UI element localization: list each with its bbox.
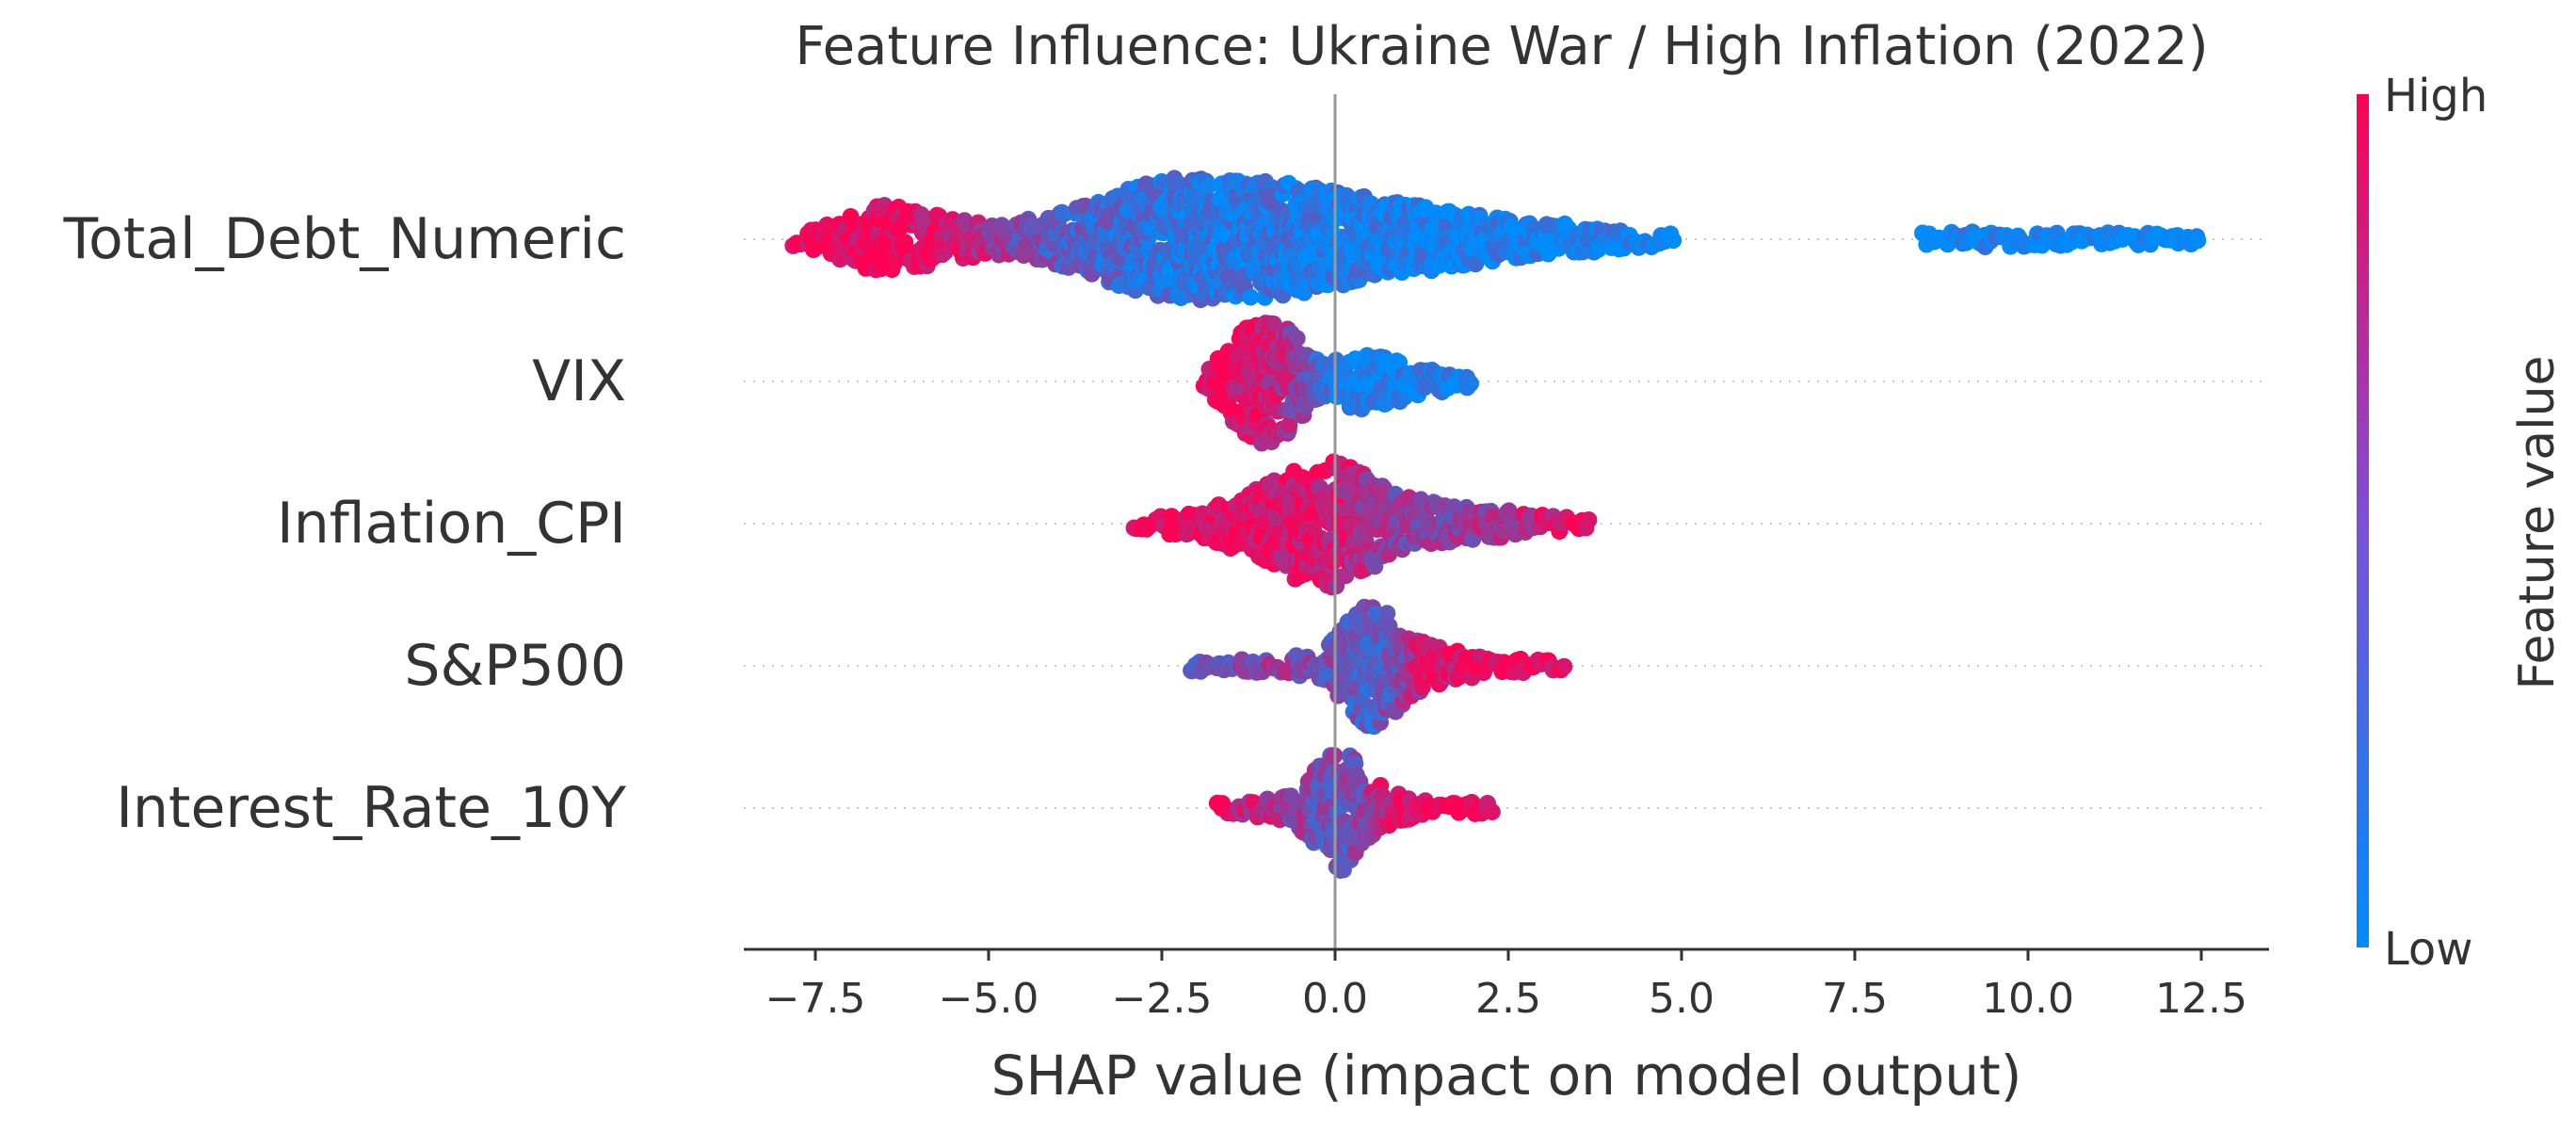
colorbar-gradient [2357, 94, 2369, 947]
x-tick-label: −2.5 [1112, 975, 1213, 1023]
x-tick-label: 7.5 [1822, 975, 1888, 1023]
feature-swarm [1195, 315, 1479, 452]
feature-swarm [1125, 453, 1598, 596]
shap-point [1391, 353, 1409, 371]
x-axis-label: SHAP value (impact on model output) [991, 1044, 2022, 1108]
feature-label: VIX [532, 348, 626, 414]
colorbar-title: Feature value [2509, 355, 2566, 689]
chart-title: Feature Influence: Ukraine War / High In… [795, 16, 2208, 77]
shap-point [1264, 316, 1282, 332]
colorbar-low-label: Low [2384, 923, 2473, 976]
feature-label: Inflation_CPI [277, 491, 626, 557]
feature-swarm [784, 170, 2207, 309]
x-tick-label: 12.5 [2155, 975, 2247, 1023]
x-tick-label: 0.0 [1302, 975, 1368, 1023]
shap-point [1199, 177, 1217, 195]
shap-point [1580, 511, 1598, 528]
shap-point [1483, 803, 1501, 820]
shap-point [2189, 232, 2207, 250]
shap-point [1665, 232, 1682, 250]
shap-point [1462, 375, 1479, 393]
feature-label: S&P500 [404, 633, 626, 699]
x-axis-ticks: −7.5 −5.0 −2.5 0.0 2.5 5.0 7.5 10.0 12.5 [765, 949, 2247, 1023]
x-tick-label: −5.0 [939, 975, 1039, 1023]
x-tick-label: 10.0 [1982, 975, 2074, 1023]
shap-point [1282, 787, 1300, 805]
shap-point [1467, 255, 1485, 273]
x-tick-label: 2.5 [1475, 975, 1541, 1023]
feature-swarm [1208, 747, 1501, 880]
feature-swarm [1183, 598, 1573, 736]
colorbar-high-label: High [2384, 70, 2487, 122]
shap-point [1053, 203, 1071, 221]
feature-label: Total_Debt_Numeric [63, 206, 626, 272]
shap-point [1288, 330, 1306, 348]
feature-label: Interest_Rate_10Y [116, 775, 626, 841]
shap-points [784, 170, 2207, 880]
shap-point [1280, 416, 1298, 434]
colorbar: High Low Feature value [2357, 70, 2566, 976]
shap-point [1555, 657, 1573, 675]
x-tick-label: 5.0 [1649, 975, 1715, 1023]
shap-point [1378, 605, 1396, 623]
x-tick-label: −7.5 [765, 975, 866, 1023]
feature-labels: Total_Debt_Numeric VIX Inflation_CPI S&P500… [63, 206, 627, 841]
shap-point [1242, 288, 1260, 306]
